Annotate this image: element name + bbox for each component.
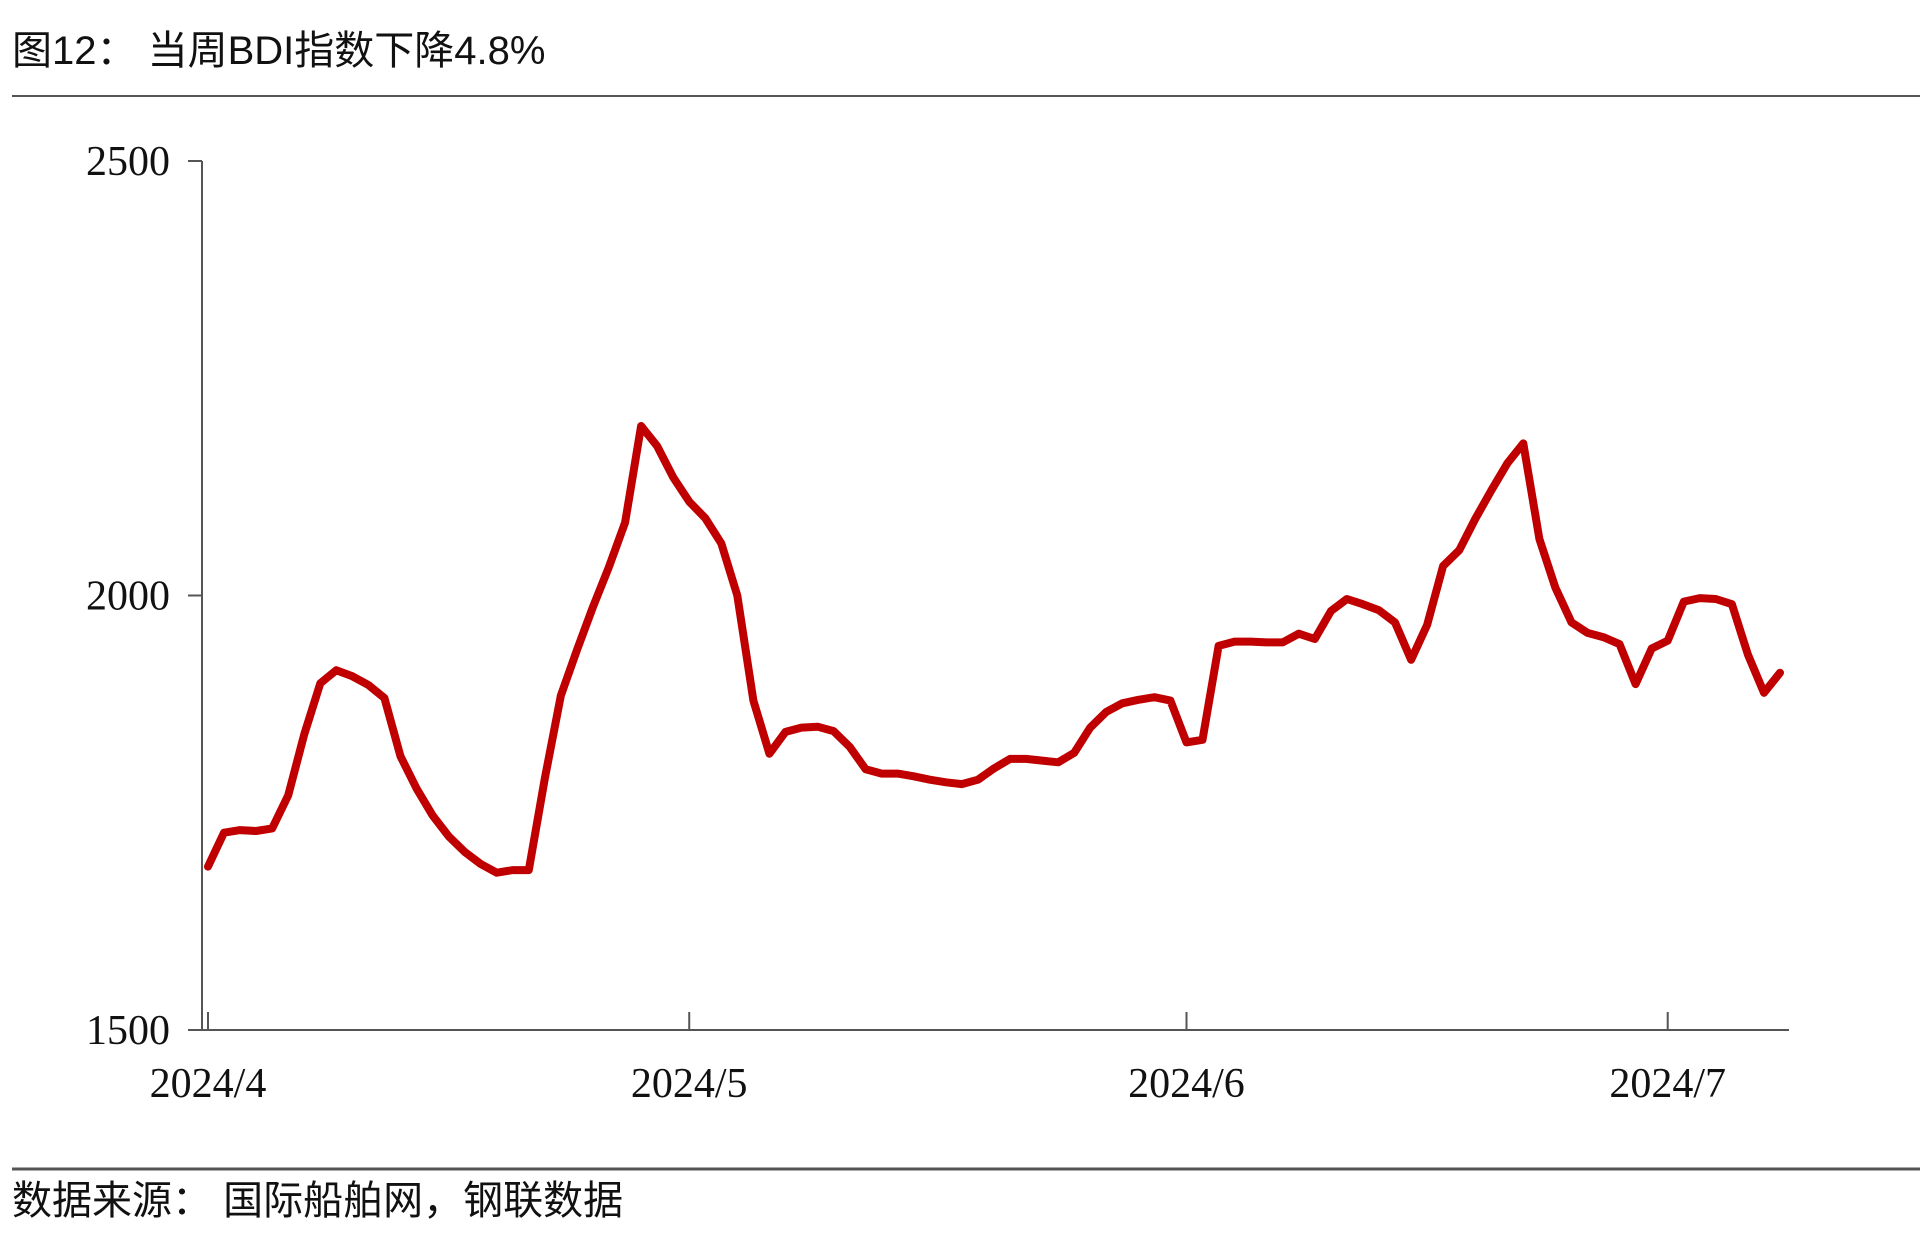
source-note: 数据来源： 国际船舶网，钢联数据 [12, 1179, 623, 1223]
x-tick-label: 2024/7 [1609, 1061, 1726, 1107]
chart-title: 图12： 当周BDI指数下降4.8% [12, 29, 545, 73]
x-tick-label: 2024/4 [150, 1061, 267, 1107]
data-line [204, 422, 1784, 877]
y-tick-label: 2500 [86, 139, 170, 185]
x-tick-label: 2024/5 [631, 1061, 748, 1107]
x-tick-label: 2024/6 [1128, 1061, 1245, 1107]
y-tick-label: 2000 [86, 574, 170, 620]
y-tick-label: 1500 [86, 1008, 170, 1054]
